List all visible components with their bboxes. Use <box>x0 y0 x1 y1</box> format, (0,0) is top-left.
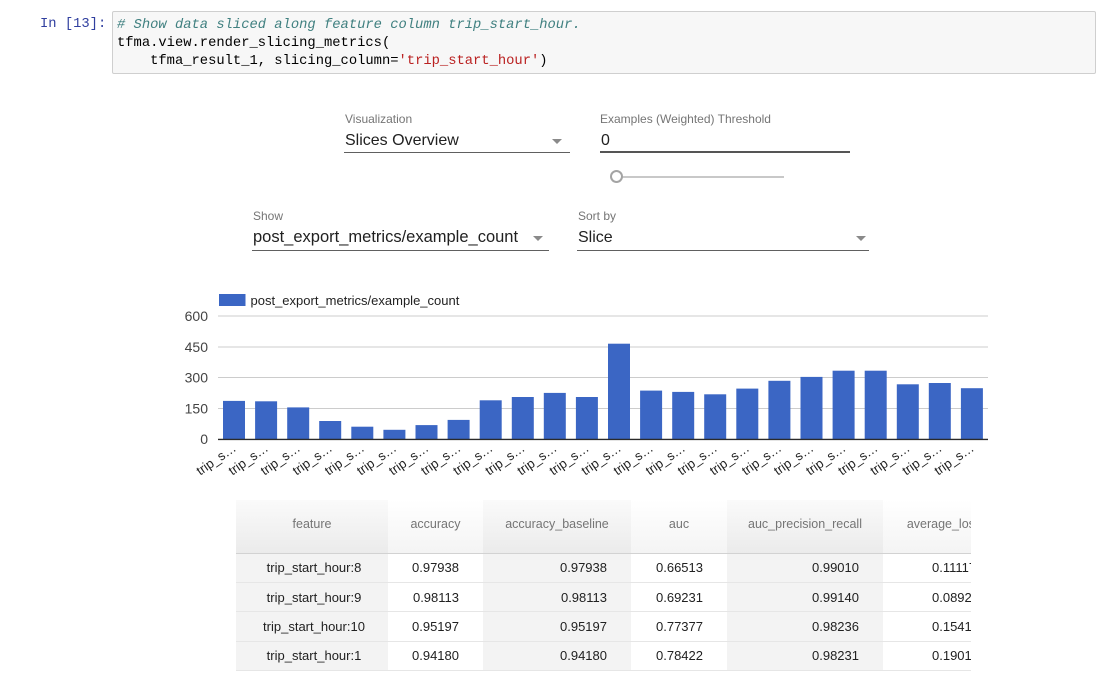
svg-text:300: 300 <box>185 370 209 386</box>
svg-text:0: 0 <box>200 431 208 447</box>
svg-text:post_export_metrics/example_co: post_export_metrics/example_count <box>251 293 460 308</box>
svg-text:450: 450 <box>185 339 209 355</box>
svg-text:150: 150 <box>185 400 209 416</box>
svg-text:600: 600 <box>185 308 209 324</box>
